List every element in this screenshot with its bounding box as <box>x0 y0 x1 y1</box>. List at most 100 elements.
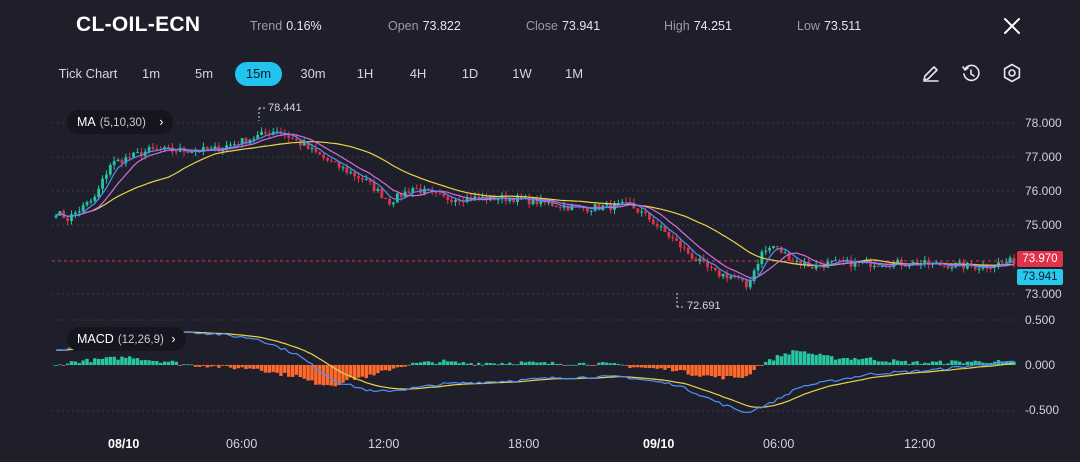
macd-histogram-bar <box>539 362 543 365</box>
candle <box>535 195 539 207</box>
candle-body <box>139 152 143 156</box>
candles <box>54 127 1016 291</box>
timeframe-bar: Tick Chart 1m 5m 15m 30m 1H 4H 1D 1W 1M <box>0 62 1080 88</box>
time-axis-label: 12:00 <box>904 437 936 451</box>
timeframe-1w[interactable]: 1W <box>512 66 532 81</box>
candle-body <box>713 267 717 271</box>
candle <box>457 196 461 206</box>
candle <box>318 151 322 155</box>
price-axis-label: 77.000 <box>1025 150 1062 164</box>
macd-histogram-bar <box>244 365 248 370</box>
pencil-icon[interactable] <box>920 62 942 84</box>
macd-histogram-bar <box>155 361 159 365</box>
chart-area[interactable] <box>0 95 1080 430</box>
macd-histogram-bar <box>1012 361 1016 365</box>
candle-body <box>977 268 981 270</box>
macd-histogram-bar <box>387 365 392 371</box>
candle-body <box>279 131 283 134</box>
candle-body <box>236 144 240 146</box>
candle-body <box>101 178 104 189</box>
candle-body <box>997 262 1000 266</box>
macd-histogram-bar <box>174 361 178 365</box>
macd-histogram-bar <box>500 362 504 365</box>
macd-histogram-bar <box>104 357 109 365</box>
candle-body <box>531 198 535 205</box>
macd-histogram-bar <box>279 365 283 376</box>
candle-body <box>624 201 628 203</box>
candle <box>201 142 205 156</box>
price-chart[interactable] <box>0 95 1080 430</box>
macd-histogram-bar <box>934 361 939 365</box>
candle-body <box>395 193 399 203</box>
candle <box>244 137 248 147</box>
macd-histogram-bar <box>58 364 62 366</box>
close-stat: Close 73.941 <box>526 19 600 33</box>
time-axis-label: 18:00 <box>508 437 540 451</box>
candle-body <box>295 138 298 141</box>
candle-body <box>454 200 457 202</box>
macd-histogram-bar <box>193 365 198 367</box>
timeframe-1d[interactable]: 1D <box>461 66 479 81</box>
timeframe-1m[interactable]: 1m <box>141 66 161 81</box>
macd-histogram-bar <box>302 365 306 379</box>
candle-body <box>108 164 112 175</box>
macd-histogram-bar <box>399 365 403 368</box>
macd-histogram-bar <box>864 358 869 365</box>
candle-body <box>201 147 205 152</box>
ma-indicator-pill[interactable]: MA (5,10,30) › <box>67 110 174 134</box>
macd-histogram-bar <box>787 354 791 365</box>
candle <box>236 141 240 146</box>
macd-histogram-bar <box>116 359 120 365</box>
candle <box>178 143 182 153</box>
candle <box>966 262 969 270</box>
open-label: Open <box>388 19 419 33</box>
macd-histogram-bar <box>861 358 865 365</box>
candle-body <box>97 188 101 197</box>
candle-body <box>93 196 97 201</box>
macd-histogram-bar <box>197 365 202 367</box>
timeframe-4h[interactable]: 4H <box>409 66 427 81</box>
candle-body <box>636 208 640 213</box>
macd-histogram-bar <box>779 356 783 365</box>
candle <box>682 243 686 252</box>
macd-histogram-bar <box>756 365 760 366</box>
close-icon[interactable] <box>1000 14 1024 38</box>
candle <box>287 131 291 143</box>
candle <box>477 192 481 202</box>
macd-line <box>55 329 1015 413</box>
macd-histogram-bar <box>814 355 818 365</box>
high-value: 74.251 <box>693 19 732 33</box>
candle <box>752 268 756 284</box>
candle-body <box>927 260 931 265</box>
macd-histogram-bar <box>360 365 365 377</box>
macd-histogram-bar <box>143 359 147 365</box>
candle <box>446 195 450 205</box>
timeframe-30m[interactable]: 30m <box>300 66 326 81</box>
macd-histogram-bar <box>473 365 477 366</box>
candle <box>853 258 857 271</box>
timeframe-1month[interactable]: 1M <box>564 66 584 81</box>
macd-histogram-bar <box>888 362 892 365</box>
macd-histogram-bar <box>721 365 725 380</box>
candle <box>85 200 89 208</box>
candle-body <box>702 258 706 262</box>
timeframe-5m[interactable]: 5m <box>194 66 214 81</box>
candle-body <box>116 159 120 162</box>
candle <box>101 175 104 193</box>
candle-body <box>900 259 903 266</box>
candle-body <box>229 144 232 146</box>
macd-histogram-bar <box>275 365 279 373</box>
macd-histogram-bar <box>857 359 861 365</box>
candle-body <box>124 157 128 164</box>
timeframe-tick-chart[interactable]: Tick Chart <box>58 66 118 81</box>
timeframe-1h[interactable]: 1H <box>356 66 374 81</box>
history-icon[interactable] <box>960 62 982 84</box>
macd-indicator-pill[interactable]: MACD (12,26,9) › <box>67 327 186 351</box>
time-axis-label: 08/10 <box>108 437 140 451</box>
macd-histogram-bar <box>876 361 880 365</box>
candle <box>403 187 407 198</box>
candle <box>298 139 302 151</box>
settings-icon[interactable] <box>1001 62 1023 84</box>
timeframe-15m[interactable]: 15m <box>235 62 282 86</box>
macd-histogram-bar <box>287 365 291 377</box>
